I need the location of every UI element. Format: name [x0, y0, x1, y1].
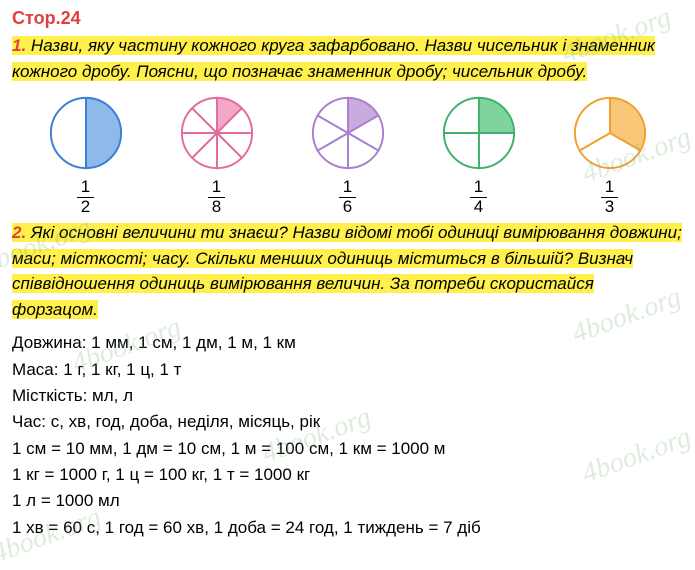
- answer-line: 1 см = 10 мм, 1 дм = 10 см, 1 м = 100 см…: [12, 436, 683, 462]
- fraction-label: 14: [470, 178, 487, 216]
- fraction-label: 18: [208, 178, 225, 216]
- answer-line: Довжина: 1 мм, 1 см, 1 дм, 1 м, 1 км: [12, 330, 683, 356]
- circles-row: 1218161413: [20, 94, 675, 216]
- fraction-numerator: 1: [601, 178, 618, 198]
- task1-block: 1. Назви, яку частину кожного круга зафа…: [12, 33, 683, 84]
- answer-line: Час: с, хв, год, доба, неділя, місяць, р…: [12, 409, 683, 435]
- circle-item: 14: [440, 94, 518, 216]
- task2-text-wrap: 2. Які основні величини ти знаєш? Назви …: [12, 223, 682, 319]
- task1-number: 1.: [12, 36, 26, 55]
- answer-line: Маса: 1 г, 1 кг, 1 ц, 1 т: [12, 357, 683, 383]
- fraction-denominator: 6: [339, 198, 356, 217]
- fraction-numerator: 1: [339, 178, 356, 198]
- task2-number: 2.: [12, 223, 26, 242]
- fraction-label: 13: [601, 178, 618, 216]
- task1-text-wrap: 1. Назви, яку частину кожного круга зафа…: [12, 36, 655, 81]
- answer-line: 1 хв = 60 с, 1 год = 60 хв, 1 доба = 24 …: [12, 515, 683, 541]
- circle-item: 16: [309, 94, 387, 216]
- fraction-circle-icon: [309, 94, 387, 172]
- task2-text: Які основні величини ти знаєш? Назви від…: [12, 223, 682, 319]
- fraction-numerator: 1: [77, 178, 94, 198]
- fraction-circle-icon: [571, 94, 649, 172]
- circle-item: 18: [178, 94, 256, 216]
- page-header: Стор.24: [0, 0, 695, 33]
- answer-line: 1 л = 1000 мл: [12, 488, 683, 514]
- fraction-circle-icon: [178, 94, 256, 172]
- answer-line: 1 кг = 1000 г, 1 ц = 100 кг, 1 т = 1000 …: [12, 462, 683, 488]
- fraction-circle-icon: [47, 94, 125, 172]
- fraction-denominator: 3: [601, 198, 618, 217]
- task2-block: 2. Які основні величини ти знаєш? Назви …: [12, 220, 683, 322]
- fraction-denominator: 8: [208, 198, 225, 217]
- fraction-numerator: 1: [208, 178, 225, 198]
- fraction-denominator: 4: [470, 198, 487, 217]
- task1-text: Назви, яку частину кожного круга зафарбо…: [12, 36, 655, 81]
- answers-block: Довжина: 1 мм, 1 см, 1 дм, 1 м, 1 кмМаса…: [12, 330, 683, 541]
- fraction-numerator: 1: [470, 178, 487, 198]
- fraction-denominator: 2: [77, 198, 94, 217]
- fraction-label: 16: [339, 178, 356, 216]
- circle-item: 12: [47, 94, 125, 216]
- circle-item: 13: [571, 94, 649, 216]
- fraction-label: 12: [77, 178, 94, 216]
- fraction-circle-icon: [440, 94, 518, 172]
- answer-line: Місткість: мл, л: [12, 383, 683, 409]
